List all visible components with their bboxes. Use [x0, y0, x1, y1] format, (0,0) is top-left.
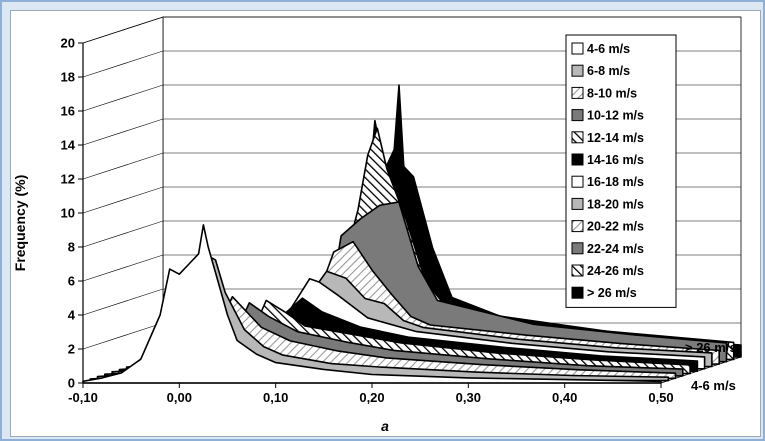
- x-tick-label: -0,10: [68, 390, 98, 405]
- y-tick-label: 6: [68, 274, 75, 289]
- chart-panel: 0 2 4 6 8 10 12 14 16 18 20 -0,10 0,00 0,10 0,20 0,30 0…: [10, 10, 761, 437]
- legend-swatch: [571, 153, 584, 166]
- legend-box: [565, 34, 677, 308]
- legend-label: 4-6 m/s: [587, 42, 630, 56]
- y-tick-label: 14: [61, 138, 76, 153]
- legend-label: 20-22 m/s: [587, 220, 644, 234]
- x-axis-label: a: [381, 418, 389, 434]
- legend-swatch: [571, 220, 584, 233]
- gridlines: [82, 16, 741, 350]
- legend-label: 14-16 m/s: [587, 153, 644, 167]
- y-tick-label: 4: [68, 308, 76, 323]
- x-tick-labels: -0,10 0,00 0,10 0,20 0,30 0,40 0,50: [68, 383, 674, 405]
- legend: 4-6 m/s 6-8 m/s 8-10 m/s 10-12 m/s 12-14 m/s…: [565, 34, 677, 308]
- y-tick-label: 10: [61, 206, 75, 221]
- legend-swatch: [571, 286, 584, 299]
- y-tick-label: 16: [61, 104, 75, 119]
- legend-swatch: [571, 131, 584, 144]
- y-tick-label: 18: [61, 70, 75, 85]
- legend-label: 12-14 m/s: [587, 131, 644, 145]
- gridline: [82, 152, 741, 180]
- gridline: [82, 118, 741, 146]
- legend-label: 6-8 m/s: [587, 64, 630, 78]
- gridline: [82, 16, 741, 44]
- legend-swatch: [571, 42, 584, 55]
- series-1-ribbon: [82, 224, 662, 384]
- y-tick-label: 12: [61, 172, 75, 187]
- legend-label: 10-12 m/s: [587, 109, 644, 123]
- legend-label: 16-18 m/s: [587, 175, 644, 189]
- legend-label: 8-10 m/s: [587, 86, 637, 100]
- gridline: [82, 186, 741, 214]
- legend-label: 22-24 m/s: [587, 242, 644, 256]
- x-tick-label: 0,40: [552, 390, 577, 405]
- y-tick-label: 2: [68, 342, 75, 357]
- y-tick-label: 20: [61, 36, 75, 51]
- legend-label: > 26 m/s: [587, 286, 637, 300]
- x-tick-label: 0,20: [359, 390, 384, 405]
- depth-label-back: > 26 m/s: [685, 340, 737, 355]
- legend-swatch: [571, 242, 584, 255]
- gridline: [82, 84, 741, 112]
- legend-label: 18-20 m/s: [587, 197, 644, 211]
- x-tick-label: 0,30: [456, 390, 481, 405]
- depth-label-front: 4-6 m/s: [691, 378, 736, 393]
- legend-swatch: [571, 175, 584, 188]
- y-axis-label: Frequency (%): [12, 175, 28, 271]
- legend-swatch: [571, 264, 584, 277]
- series-layer: [82, 84, 742, 384]
- x-tick-label: 0,00: [167, 390, 192, 405]
- y-tick-label: 0: [68, 376, 75, 391]
- y-tick-label: 8: [68, 240, 75, 255]
- y-tick-labels: 0 2 4 6 8 10 12 14 16 18 20: [61, 36, 83, 391]
- legend-label: 24-26 m/s: [587, 264, 644, 278]
- gridline: [82, 220, 741, 248]
- gridline: [82, 288, 741, 316]
- x-tick-label: 0,10: [263, 390, 288, 405]
- legend-swatch: [571, 197, 584, 210]
- x-tick-label: 0,50: [648, 390, 673, 405]
- legend-swatch: [571, 109, 584, 122]
- legend-swatch: [571, 86, 584, 99]
- gridline: [82, 50, 741, 78]
- gridline: [82, 254, 741, 282]
- legend-swatch: [571, 64, 584, 77]
- frequency-chart: 0 2 4 6 8 10 12 14 16 18 20 -0,10 0,00 0,10 0,20 0,30 0…: [12, 16, 742, 434]
